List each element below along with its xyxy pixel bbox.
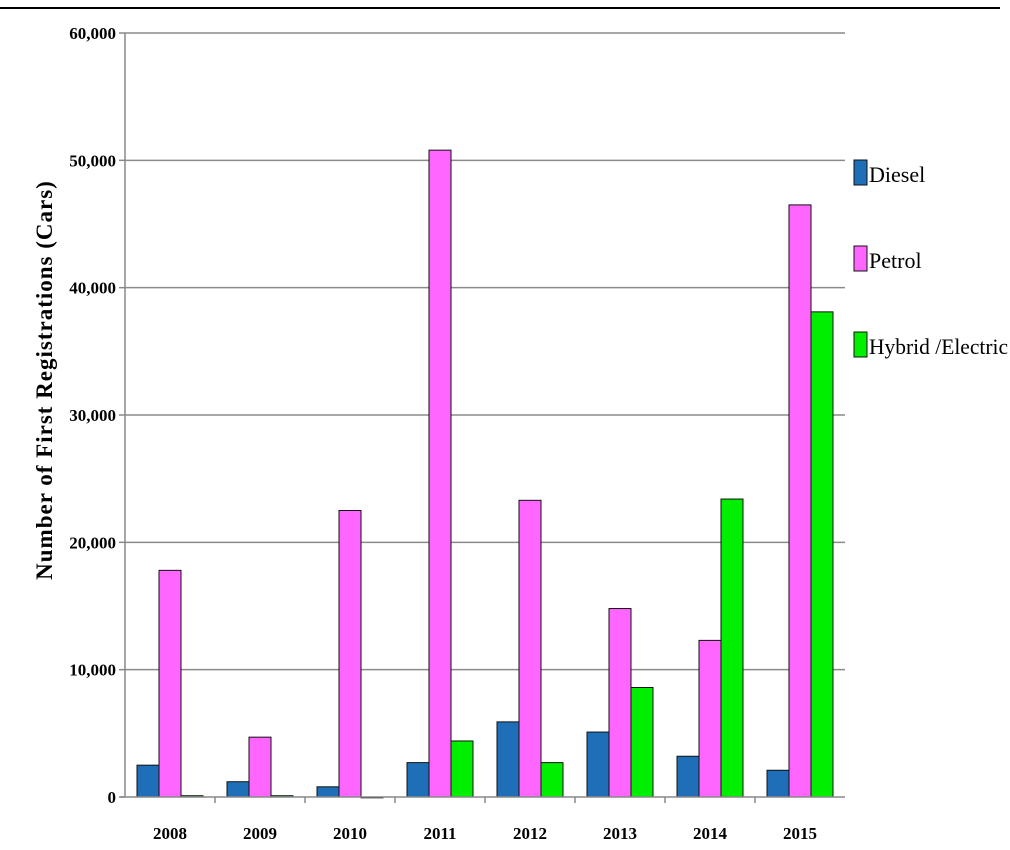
- bar-diesel-2011: [406, 762, 430, 798]
- x-tick-label: 2009: [243, 824, 277, 843]
- gridlines: [125, 32, 845, 671]
- x-tick-label: 2014: [693, 824, 728, 843]
- bar-petrol-2015: [788, 204, 812, 798]
- bar-diesel-2012: [496, 721, 520, 798]
- legend: Diesel Petrol Hybrid /Electric: [853, 159, 1008, 359]
- legend-swatch-diesel: [853, 159, 868, 186]
- bar-hybrid-electric-2012: [540, 762, 564, 798]
- bar-petrol-2009: [248, 736, 272, 798]
- bar-diesel-2010: [316, 786, 340, 798]
- bar-diesel-2013: [586, 731, 610, 798]
- bar-diesel-2014: [676, 755, 700, 798]
- bar-hybrid-electric-2014: [720, 498, 744, 798]
- bar-petrol-2011: [428, 149, 452, 798]
- bar-petrol-2008: [158, 569, 182, 798]
- bar-petrol-2012: [518, 499, 542, 798]
- y-tick-label: 10,000: [69, 661, 116, 680]
- bar-hybrid-electric-2015: [810, 311, 834, 798]
- y-tick-label: 40,000: [69, 279, 116, 298]
- legend-swatch-petrol: [853, 245, 868, 272]
- bar-diesel-2015: [766, 769, 790, 798]
- bar-petrol-2010: [338, 510, 362, 798]
- legend-swatch-hybrid-electric: [853, 331, 868, 358]
- y-tick-label: 30,000: [69, 406, 116, 425]
- y-tick-label: 0: [108, 788, 117, 807]
- x-tick-label: 2015: [783, 824, 817, 843]
- x-tick-label: 2013: [603, 824, 637, 843]
- bar-petrol-2013: [608, 608, 632, 798]
- bar-petrol-2014: [698, 639, 722, 798]
- bar-diesel-2009: [226, 781, 250, 798]
- bar-hybrid-electric-2011: [450, 740, 474, 798]
- y-tick-label: 60,000: [69, 24, 116, 43]
- x-tick-label: 2010: [333, 824, 367, 843]
- x-tick-labels: 2008 2009 2010 2011 2012 2013 2014 2015: [153, 797, 817, 843]
- y-tick-label: 20,000: [69, 533, 116, 552]
- x-tick-label: 2011: [423, 824, 456, 843]
- x-tick-label: 2012: [513, 824, 547, 843]
- bar-hybrid-electric-2013: [630, 686, 654, 798]
- y-tick-labels: 0 10,000 20,000 30,000 40,000 50,000 60,000: [69, 24, 125, 807]
- y-tick-label: 50,000: [69, 151, 116, 170]
- legend-label-petrol: Petrol: [869, 248, 922, 273]
- x-tick-label: 2008: [153, 824, 187, 843]
- y-axis-title: Number of First Registrations (Cars): [32, 180, 57, 580]
- legend-label-diesel: Diesel: [869, 162, 925, 187]
- legend-label-hybrid-electric: Hybrid /Electric: [869, 334, 1008, 359]
- bars: [136, 149, 834, 799]
- bar-diesel-2008: [136, 764, 160, 798]
